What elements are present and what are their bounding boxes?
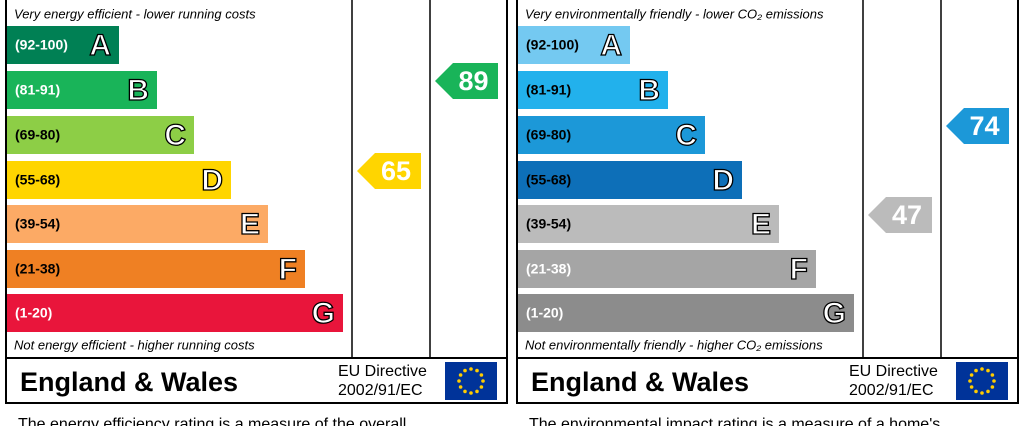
band-letter: B <box>127 74 149 107</box>
rating-value: 65 <box>381 156 411 186</box>
band-range: (81-91) <box>526 82 571 98</box>
eu-star <box>969 385 974 389</box>
band-letter: F <box>790 253 808 286</box>
eu-star <box>968 379 972 383</box>
bottom-note: Not energy efficient - higher running co… <box>14 337 255 352</box>
rating-band <box>518 71 668 109</box>
rating-band <box>7 26 119 64</box>
rating-arrow <box>868 197 932 233</box>
eu-star <box>980 367 984 371</box>
rating-value: 74 <box>969 111 999 141</box>
band-letter: A <box>89 29 111 62</box>
rating-band <box>7 294 343 332</box>
band-range: (55-68) <box>526 172 571 188</box>
eu-star <box>990 373 995 377</box>
rating-band <box>518 116 705 154</box>
eu-star <box>475 368 479 373</box>
rating-band <box>7 205 268 243</box>
eu-star <box>457 379 461 383</box>
band-range: (69-80) <box>15 127 60 143</box>
rating-band <box>518 294 854 332</box>
panel-frame <box>516 0 1019 404</box>
rating-band <box>7 250 305 288</box>
band-range: (39-54) <box>15 216 60 232</box>
rating-band <box>518 26 630 64</box>
bottom-note: Not environmentally friendly - higher CO… <box>525 337 823 352</box>
rating-value: 47 <box>892 200 922 230</box>
eu-star <box>481 379 485 383</box>
rating-band <box>518 161 742 199</box>
directive-line: 2002/91/EC <box>338 382 423 399</box>
directive-line: 2002/91/EC <box>849 382 934 399</box>
band-range: (69-80) <box>526 127 571 143</box>
rating-band <box>7 71 157 109</box>
band-range: (1-20) <box>15 305 52 321</box>
band-letter: D <box>201 164 223 197</box>
description: The energy efficiency rating is a measur… <box>18 416 406 426</box>
band-letter: C <box>675 119 697 152</box>
top-note: Very environmentally friendly - lower CO… <box>525 6 824 21</box>
panel-frame <box>5 0 508 404</box>
band-letter: G <box>823 297 846 330</box>
band-letter: D <box>712 164 734 197</box>
band-range: (21-38) <box>526 261 571 277</box>
eu-star <box>990 385 995 389</box>
eu-star <box>469 391 473 395</box>
eu-star <box>986 368 990 373</box>
eu-star <box>980 391 984 395</box>
rating-value: 89 <box>458 66 488 96</box>
rating-band <box>7 161 231 199</box>
rating-band <box>518 250 816 288</box>
band-range: (92-100) <box>526 37 579 53</box>
directive-line: EU Directive <box>338 363 427 380</box>
directive-line: EU Directive <box>849 363 938 380</box>
band-letter: A <box>600 29 622 62</box>
band-range: (55-68) <box>15 172 60 188</box>
footer-title: England & Wales <box>531 367 749 397</box>
band-letter: B <box>638 74 660 107</box>
band-letter: F <box>279 253 297 286</box>
eu-star <box>475 389 479 394</box>
eu-star <box>479 385 484 389</box>
eu-star <box>974 368 978 373</box>
eu-star <box>463 368 467 373</box>
rating-arrow <box>357 153 421 189</box>
top-note: Very energy efficient - lower running co… <box>14 6 256 21</box>
band-letter: G <box>312 297 335 330</box>
rating-arrow <box>946 108 1009 144</box>
eu-star <box>458 373 463 377</box>
eu-star <box>469 367 473 371</box>
eu-star <box>992 379 996 383</box>
eu-star <box>969 373 974 377</box>
eu-star <box>479 373 484 377</box>
band-letter: E <box>240 208 260 241</box>
band-range: (21-38) <box>15 261 60 277</box>
eu-star <box>463 389 467 394</box>
band-range: (39-54) <box>526 216 571 232</box>
description: The environmental impact rating is a mea… <box>529 416 940 426</box>
band-range: (92-100) <box>15 37 68 53</box>
footer-title: England & Wales <box>20 367 238 397</box>
band-letter: C <box>164 119 186 152</box>
eu-star <box>974 389 978 394</box>
band-letter: E <box>751 208 771 241</box>
rating-band <box>518 205 779 243</box>
rating-band <box>7 116 194 154</box>
band-range: (1-20) <box>526 305 563 321</box>
band-range: (81-91) <box>15 82 60 98</box>
rating-arrow <box>435 63 498 99</box>
eu-star <box>986 389 990 394</box>
eu-star <box>458 385 463 389</box>
